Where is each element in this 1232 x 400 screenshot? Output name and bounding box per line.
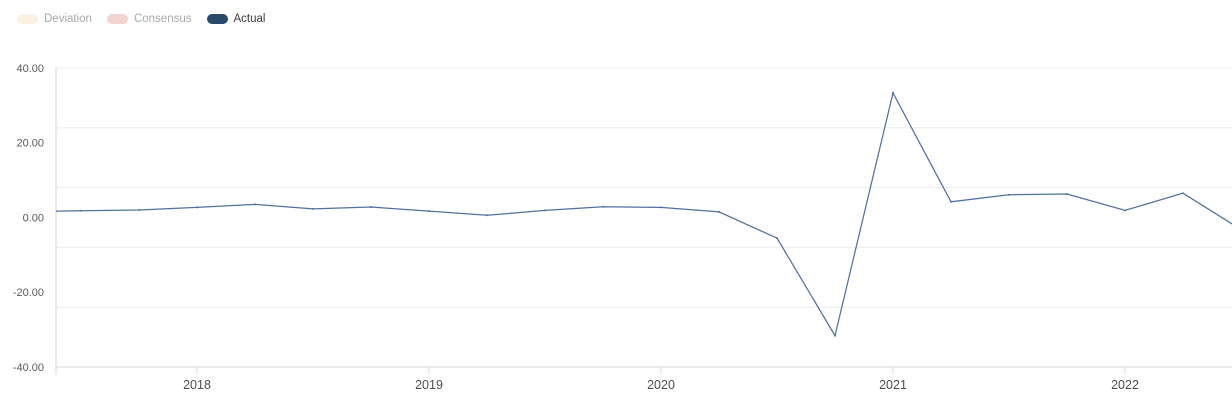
- legend-label-consensus: Consensus: [133, 13, 192, 25]
- y-axis-labels: 40.00 20.00 0.00 -20.00 -40.00: [13, 63, 44, 374]
- data-point: [80, 209, 82, 212]
- data-point: [1066, 193, 1068, 195]
- data-point: [1008, 193, 1010, 196]
- y-tick-label: 0.00: [23, 212, 44, 224]
- data-point: [834, 334, 836, 337]
- data-point: [602, 205, 604, 208]
- data-point: [660, 206, 662, 209]
- data-point: [486, 214, 488, 217]
- data-point: [370, 206, 372, 208]
- y-tick-label: -40.00: [13, 362, 44, 374]
- data-point: [892, 92, 894, 94]
- x-tick-label: 2020: [647, 378, 675, 392]
- data-point: [544, 209, 546, 212]
- x-tick-label: 2019: [415, 378, 443, 392]
- chart-legend: Deviation Consensus Actual: [17, 12, 265, 26]
- data-point: [950, 200, 952, 203]
- data-point: [718, 210, 720, 213]
- legend-label-deviation: Deviation: [44, 13, 92, 25]
- data-point: [138, 209, 140, 211]
- legend-label-actual: Actual: [233, 13, 266, 25]
- data-point: [1182, 192, 1184, 195]
- x-axis-labels: 2018 2019 2020 2021 2022: [183, 367, 1139, 392]
- x-tick-label: 2021: [879, 378, 907, 392]
- deviation-swatch-icon: [17, 14, 38, 24]
- data-point: [312, 207, 314, 210]
- consensus-swatch-icon: [106, 14, 128, 24]
- data-point: [1124, 209, 1126, 212]
- data-point: [254, 203, 256, 206]
- x-tick-label: 2018: [183, 378, 211, 392]
- legend-item-deviation[interactable]: Deviation: [17, 12, 92, 26]
- data-point: [428, 210, 430, 213]
- y-tick-label: 40.00: [16, 63, 44, 75]
- y-tick-label: 20.00: [16, 138, 44, 150]
- actual-swatch-icon: [206, 14, 228, 24]
- legend-item-consensus[interactable]: Consensus: [106, 12, 192, 26]
- data-point: [196, 206, 198, 209]
- data-point: [776, 237, 778, 240]
- x-tick-label: 2022: [1111, 378, 1139, 392]
- y-tick-label: -20.00: [13, 287, 44, 299]
- gridlines: [56, 67, 1232, 368]
- legend-item-actual[interactable]: Actual: [206, 12, 266, 26]
- series-line: [56, 91, 1232, 338]
- series-actual: [56, 91, 1232, 338]
